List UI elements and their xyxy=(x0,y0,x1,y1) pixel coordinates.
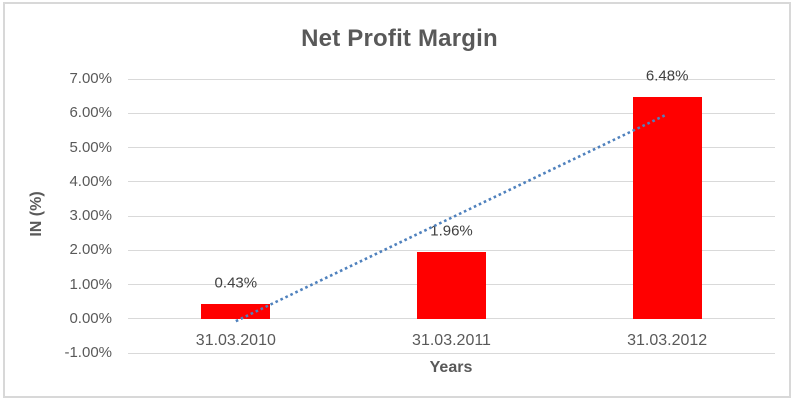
bar-31.03.2011 xyxy=(417,251,486,319)
gridline xyxy=(128,249,775,251)
data-label: 6.48% xyxy=(645,67,689,85)
y-axis-tick-label: 0.00% xyxy=(69,309,112,327)
y-axis-tick-label: 2.00% xyxy=(69,241,112,259)
y-axis-tick-label: 1.00% xyxy=(69,275,112,293)
gridline xyxy=(128,147,775,148)
x-axis-title: Years xyxy=(429,359,473,376)
data-label: 1.96% xyxy=(430,222,473,240)
trendline-dotted-line xyxy=(235,113,668,323)
data-label: 0.43% xyxy=(214,274,258,292)
bar-31.03.2010 xyxy=(201,304,271,319)
gridline xyxy=(128,78,775,80)
y-axis-tick-label: 5.00% xyxy=(69,138,112,156)
y-axis-tick-label: 3.00% xyxy=(69,207,112,224)
y-axis-tick-label: -1.00% xyxy=(64,344,112,361)
bar-31.03.2012 xyxy=(632,96,702,319)
gridline xyxy=(128,112,775,114)
chart-title: Net Profit Margin xyxy=(301,25,498,52)
gridline xyxy=(128,318,775,320)
y-axis-tick-label: 4.00% xyxy=(69,172,112,190)
x-axis-tick-label: 31.03.2012 xyxy=(627,332,708,349)
gridline xyxy=(128,215,775,217)
x-axis-tick-label: 31.03.2010 xyxy=(195,332,276,349)
x-axis-tick-label: 31.03.2011 xyxy=(412,332,491,349)
y-axis-tick-label: 7.00% xyxy=(69,70,112,87)
gridline xyxy=(128,181,775,183)
y-axis-tick-label: 6.00% xyxy=(69,104,112,122)
gridline xyxy=(128,352,775,354)
